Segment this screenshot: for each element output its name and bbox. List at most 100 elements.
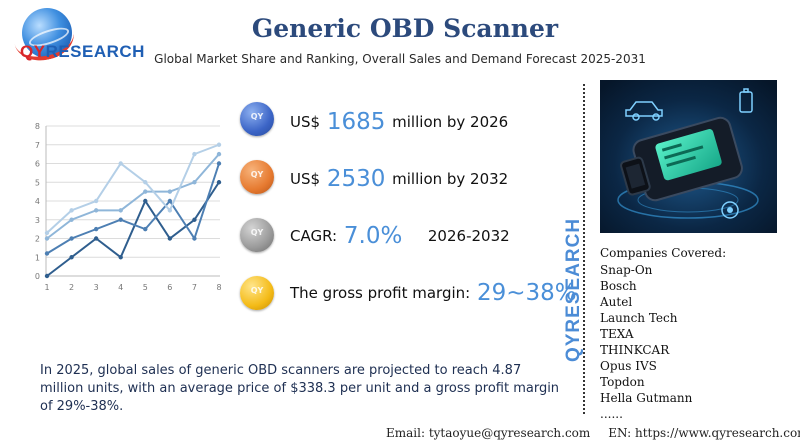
series-point [93,208,99,213]
series-point [216,180,222,185]
list-item: Snap-On [600,263,653,277]
stat-cagr: CAGR: 7.0% 2026-2032 [290,223,510,249]
series-point [118,208,123,213]
list-item: Hella Gutmann [600,391,693,405]
list-item: THINKCAR [600,343,670,357]
series-line [46,153,220,240]
series-point [192,217,197,222]
list-item: Opus IVS [600,359,657,373]
gear-icon [721,201,739,219]
obd-scanner-image [600,80,777,233]
list-item: Autel [600,295,633,309]
x-tick-label: 6 [167,283,172,292]
y-tick-label: 7 [35,141,40,150]
qyresearch-logo: QYRESEARCH [8,6,148,70]
series-point [118,217,123,222]
footer-website: EN: https://www.qyresearch.com [608,426,800,440]
list-item: Launch Tech [600,311,678,325]
series-point [167,236,173,241]
series-point [44,251,50,256]
series-point [69,236,74,241]
stat-bullet-icon [240,160,274,194]
stat-market-2032: US$ 2530 million by 2032 [290,166,508,192]
logo-text: QYRESEARCH [20,42,145,62]
series-point [118,161,123,166]
stat-prefix: US$ [290,170,321,188]
y-tick-label: 6 [35,160,40,169]
series-point [192,236,197,241]
series-point [192,180,197,185]
vertical-brand-label: QYRESEARCH [563,217,584,363]
series-point [93,198,99,204]
footer-email: Email: tytaoyue@qyresearch.com [386,426,591,440]
y-tick-label: 2 [35,235,40,244]
series-point [44,230,50,236]
stat-prefix: The gross profit margin: [290,284,471,302]
series-point [192,151,197,157]
page-title: Generic OBD Scanner [251,14,559,43]
series-point [44,236,50,241]
series-point [93,226,99,232]
series-point [143,189,148,194]
series-point [216,161,222,166]
stat-prefix: US$ [290,113,321,131]
stat-bullet-icon [240,218,274,252]
logo-text-research: RESEARCH [45,42,145,61]
x-tick-label: 1 [44,283,49,292]
stat-value: 1685 [326,109,386,135]
series-point [216,142,222,147]
list-item: ...... [600,407,623,421]
series-line [46,163,220,255]
x-tick-label: 8 [216,283,221,292]
y-tick-label: 4 [35,197,40,206]
summary-paragraph: In 2025, global sales of generic OBD sca… [40,363,560,414]
series-point [69,255,74,260]
series-point [143,180,148,185]
series-line [46,181,220,277]
globe-icon [22,8,72,58]
battery-icon [739,88,753,113]
list-item: Bosch [600,279,637,293]
series-point [44,273,50,279]
y-tick-label: 5 [35,178,40,187]
stat-market-2026: US$ 1685 million by 2026 [290,109,508,135]
stat-bullet-icon [240,102,274,136]
logo-text-qy: QY [20,42,46,61]
x-tick-label: 5 [143,283,148,292]
stat-value: 2530 [326,166,386,192]
x-tick-label: 3 [94,283,99,292]
footer-contact: Email: tytaoyue@qyresearch.com EN: https:… [386,426,800,440]
x-tick-label: 4 [118,283,123,292]
series-point [69,217,74,222]
series-point [93,236,99,241]
series-point [167,189,173,194]
stat-prefix: CAGR: [290,227,338,245]
series-point [143,198,148,204]
stat-value: 7.0% [343,223,403,249]
series-line [46,143,220,234]
series-point [167,198,173,204]
stat-gross-margin: The gross profit margin: 29~38% [290,280,579,306]
vertical-divider [583,84,585,414]
list-item: TEXA [600,327,634,341]
series-point [143,226,148,232]
stat-suffix: million by 2032 [392,170,509,188]
companies-heading: Companies Covered: [600,246,727,260]
page-subtitle: Global Market Share and Ranking, Overall… [154,52,646,66]
series-point [216,151,222,157]
stat-bullet-icon [240,276,274,310]
companies-list: Snap-On Bosch Autel Launch Tech TEXA THI… [600,262,692,422]
y-tick-label: 1 [35,253,40,262]
list-item: Topdon [600,375,645,389]
y-tick-label: 0 [35,272,40,281]
stat-suffix: 2026-2032 [427,227,510,245]
series-point [118,255,123,260]
x-tick-label: 7 [192,283,197,292]
x-tick-label: 2 [69,283,74,292]
y-tick-label: 8 [35,122,40,131]
series-point [167,208,173,213]
y-tick-label: 3 [35,216,40,225]
vertical-brand-text: QYRESEARCH [560,218,588,362]
series-point [69,208,74,213]
